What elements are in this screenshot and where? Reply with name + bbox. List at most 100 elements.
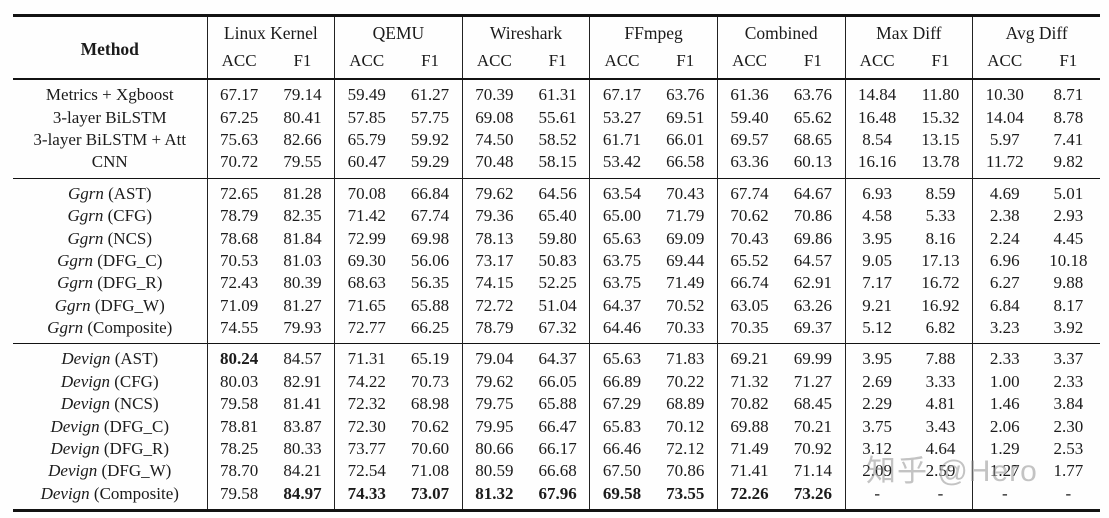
value-cell: 68.89 (666, 394, 705, 414)
value-cell: 69.88 (716, 415, 782, 438)
sub-header-f1: F1 (1059, 50, 1078, 70)
value-cell: 80.03 (206, 370, 271, 394)
value-cell: 78.25 (206, 437, 271, 461)
value-cell: 57.85 (334, 106, 399, 129)
method-cell: Ggrn (DFG_W) (54, 295, 165, 315)
value-cell: 59.40 (716, 106, 782, 129)
value-cell: 70.82 (716, 393, 782, 416)
value-cell: 71.14 (793, 461, 832, 481)
value-cell: 71.79 (666, 206, 705, 226)
method-cell: CNN (91, 152, 128, 172)
value-cell: 65.19 (410, 349, 450, 369)
value-cell: 3.84 (1053, 394, 1084, 414)
value-cell: 63.54 (589, 178, 654, 205)
value-cell: 65.62 (793, 107, 832, 127)
value-cell: 79.93 (283, 318, 322, 338)
ggrn-block: Ggrn (AST) 72.65 81.28 70.08 66.84 79.62 64.56… (13, 178, 1101, 344)
value-cell: 69.21 (716, 343, 782, 371)
value-cell: 2.59 (925, 461, 956, 481)
value-cell: 59.92 (410, 129, 450, 149)
value-cell: 74.33 (334, 482, 399, 511)
method-name-italic: Ggrn (57, 273, 93, 293)
value-cell: 3.37 (1053, 349, 1084, 369)
sub-header-row: ACC F1 ACC F1 ACC F1 ACC F1 ACC F1 ACC F… (13, 47, 1100, 79)
value-cell: 80.59 (461, 460, 526, 483)
value-cell: 6.84 (972, 294, 1037, 317)
value-cell: 65.88 (410, 295, 450, 315)
value-cell: 71.83 (666, 349, 705, 369)
value-cell: 61.71 (589, 128, 654, 152)
value-cell: 63.05 (716, 294, 782, 317)
value-cell: 2.33 (1053, 371, 1084, 391)
method-cell: Ggrn (Composite) (47, 318, 173, 338)
value-cell: 79.62 (461, 370, 526, 394)
value-cell: 69.44 (666, 250, 705, 270)
value-cell: 82.35 (283, 206, 322, 226)
value-cell: 82.66 (283, 129, 322, 149)
value-cell: 71.41 (716, 460, 782, 483)
value-cell: 84.57 (283, 349, 322, 369)
method-cell: Devign (DFG_R) (50, 439, 169, 459)
value-cell: 65.63 (589, 343, 654, 371)
value-cell: 72.72 (461, 294, 526, 317)
value-cell: 2.30 (1053, 416, 1084, 436)
value-cell: 70.35 (716, 316, 782, 344)
value-cell: 3.12 (844, 437, 909, 461)
value-cell: 79.58 (206, 393, 271, 416)
value-cell: 67.74 (410, 206, 450, 226)
method-cell: Metrics + Xgboost (45, 85, 174, 105)
value-cell: 69.57 (716, 128, 782, 152)
value-cell: 70.86 (666, 461, 705, 481)
value-cell: 16.72 (921, 273, 960, 293)
value-cell: 64.46 (589, 316, 654, 344)
value-cell: 81.32 (461, 482, 526, 511)
value-cell: 65.63 (589, 227, 654, 250)
value-cell: 73.77 (334, 437, 399, 461)
value-cell: 64.37 (589, 294, 654, 317)
value-cell: 78.68 (206, 227, 271, 250)
value-cell: 11.80 (921, 85, 960, 105)
value-cell: 71.49 (716, 437, 782, 461)
group-header-row: Method Linux Kernel QEMU Wireshark FFmpe… (13, 15, 1101, 59)
value-cell: 1.29 (972, 437, 1037, 461)
value-cell: 68.98 (410, 394, 450, 414)
value-cell: 1.27 (972, 460, 1037, 483)
value-cell: 67.17 (206, 79, 271, 107)
value-cell: 15.32 (921, 107, 960, 127)
value-cell: 59.80 (538, 228, 577, 248)
value-cell: 58.52 (538, 129, 577, 149)
table-row: 3-layer BiLSTM + Att 75.63 82.66 65.79 59.92… (13, 128, 1100, 152)
method-name-italic: Ggrn (67, 183, 104, 203)
method-name-italic: Ggrn (57, 250, 93, 270)
value-cell: 71.08 (410, 461, 450, 481)
value-cell: 78.79 (206, 204, 271, 228)
value-cell: 14.84 (844, 79, 909, 107)
value-cell: 53.27 (589, 106, 654, 129)
value-cell: 63.75 (589, 272, 654, 295)
sub-header-acc: ACC (334, 47, 399, 79)
value-cell: 69.51 (666, 107, 705, 127)
value-cell: 70.39 (461, 79, 526, 107)
value-cell: 70.52 (666, 295, 705, 315)
value-cell: 81.28 (283, 183, 322, 203)
value-cell: 2.38 (972, 204, 1037, 228)
value-cell: 70.48 (461, 151, 526, 179)
sub-header-f1: F1 (931, 50, 950, 70)
value-cell: 79.04 (461, 343, 526, 371)
value-cell: 3.23 (972, 316, 1037, 344)
value-cell: 13.78 (921, 152, 960, 172)
value-cell: 8.17 (1053, 295, 1084, 315)
value-cell: 60.47 (334, 151, 399, 179)
value-cell: 79.75 (461, 393, 526, 416)
value-cell: 10.30 (972, 79, 1037, 107)
value-cell: 50.83 (538, 250, 577, 270)
sub-header-f1: F1 (548, 50, 567, 70)
value-cell: 69.37 (793, 318, 832, 338)
group-header-ffmpeg: FFmpeg (589, 15, 718, 47)
value-cell: 68.65 (793, 129, 832, 149)
value-cell: 78.70 (206, 460, 271, 483)
value-cell: 67.96 (538, 483, 577, 503)
value-cell: 9.21 (844, 294, 909, 317)
value-cell: 70.33 (666, 318, 705, 338)
value-cell: 67.74 (716, 178, 782, 205)
